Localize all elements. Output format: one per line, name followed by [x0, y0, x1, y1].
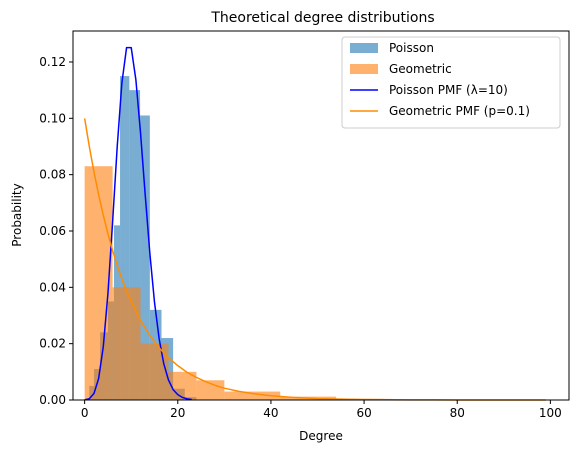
histogram-bar [140, 115, 150, 400]
histogram-bar [140, 343, 169, 400]
histogram-bar [224, 391, 281, 400]
y-tick-label: 0.04 [39, 280, 66, 294]
histogram-bar [120, 76, 130, 400]
y-tick-label: 0.00 [39, 393, 66, 407]
x-tick-label: 60 [356, 406, 371, 420]
y-tick-label: 0.12 [39, 55, 66, 69]
y-tick-label: 0.06 [39, 224, 66, 238]
y-tick-label: 0.08 [39, 168, 66, 182]
pmf-line-0 [84, 46, 192, 401]
x-tick-label: 80 [450, 406, 465, 420]
legend-swatch [350, 64, 378, 74]
histogram-bar [196, 380, 225, 400]
x-axis: 0 20 40 60 80 100 [81, 400, 562, 420]
histogram-geometric [84, 166, 546, 400]
x-axis-label: Degree [299, 429, 343, 443]
legend-swatch [350, 43, 378, 53]
legend-label: Geometric PMF (p=0.1) [389, 104, 530, 118]
x-tick-label: 100 [539, 406, 562, 420]
chart-title: Theoretical degree distributions [210, 10, 434, 26]
histogram-bar [112, 287, 141, 400]
plot-area [83, 46, 546, 401]
axes-frame [72, 30, 570, 401]
x-tick-label: 0 [81, 406, 89, 420]
x-tick-label: 40 [263, 406, 278, 420]
y-tick-label: 0.10 [39, 111, 66, 125]
legend-box [341, 36, 561, 129]
legend-label: Poisson PMF (λ=10) [389, 83, 508, 97]
legend: Poisson Geometric Poisson PMF (λ=10) Geomet… [341, 36, 561, 129]
histogram-bar [129, 90, 141, 401]
y-axis: 0.00 0.02 0.04 0.06 0.08 0.10 0.12 [39, 55, 73, 407]
histogram-bar [168, 371, 197, 400]
y-tick-label: 0.02 [39, 337, 66, 351]
x-tick-label: 20 [170, 406, 185, 420]
y-axis-label: Probability [10, 183, 24, 246]
legend-label: Geometric [389, 62, 452, 76]
legend-label: Poisson [389, 41, 434, 55]
